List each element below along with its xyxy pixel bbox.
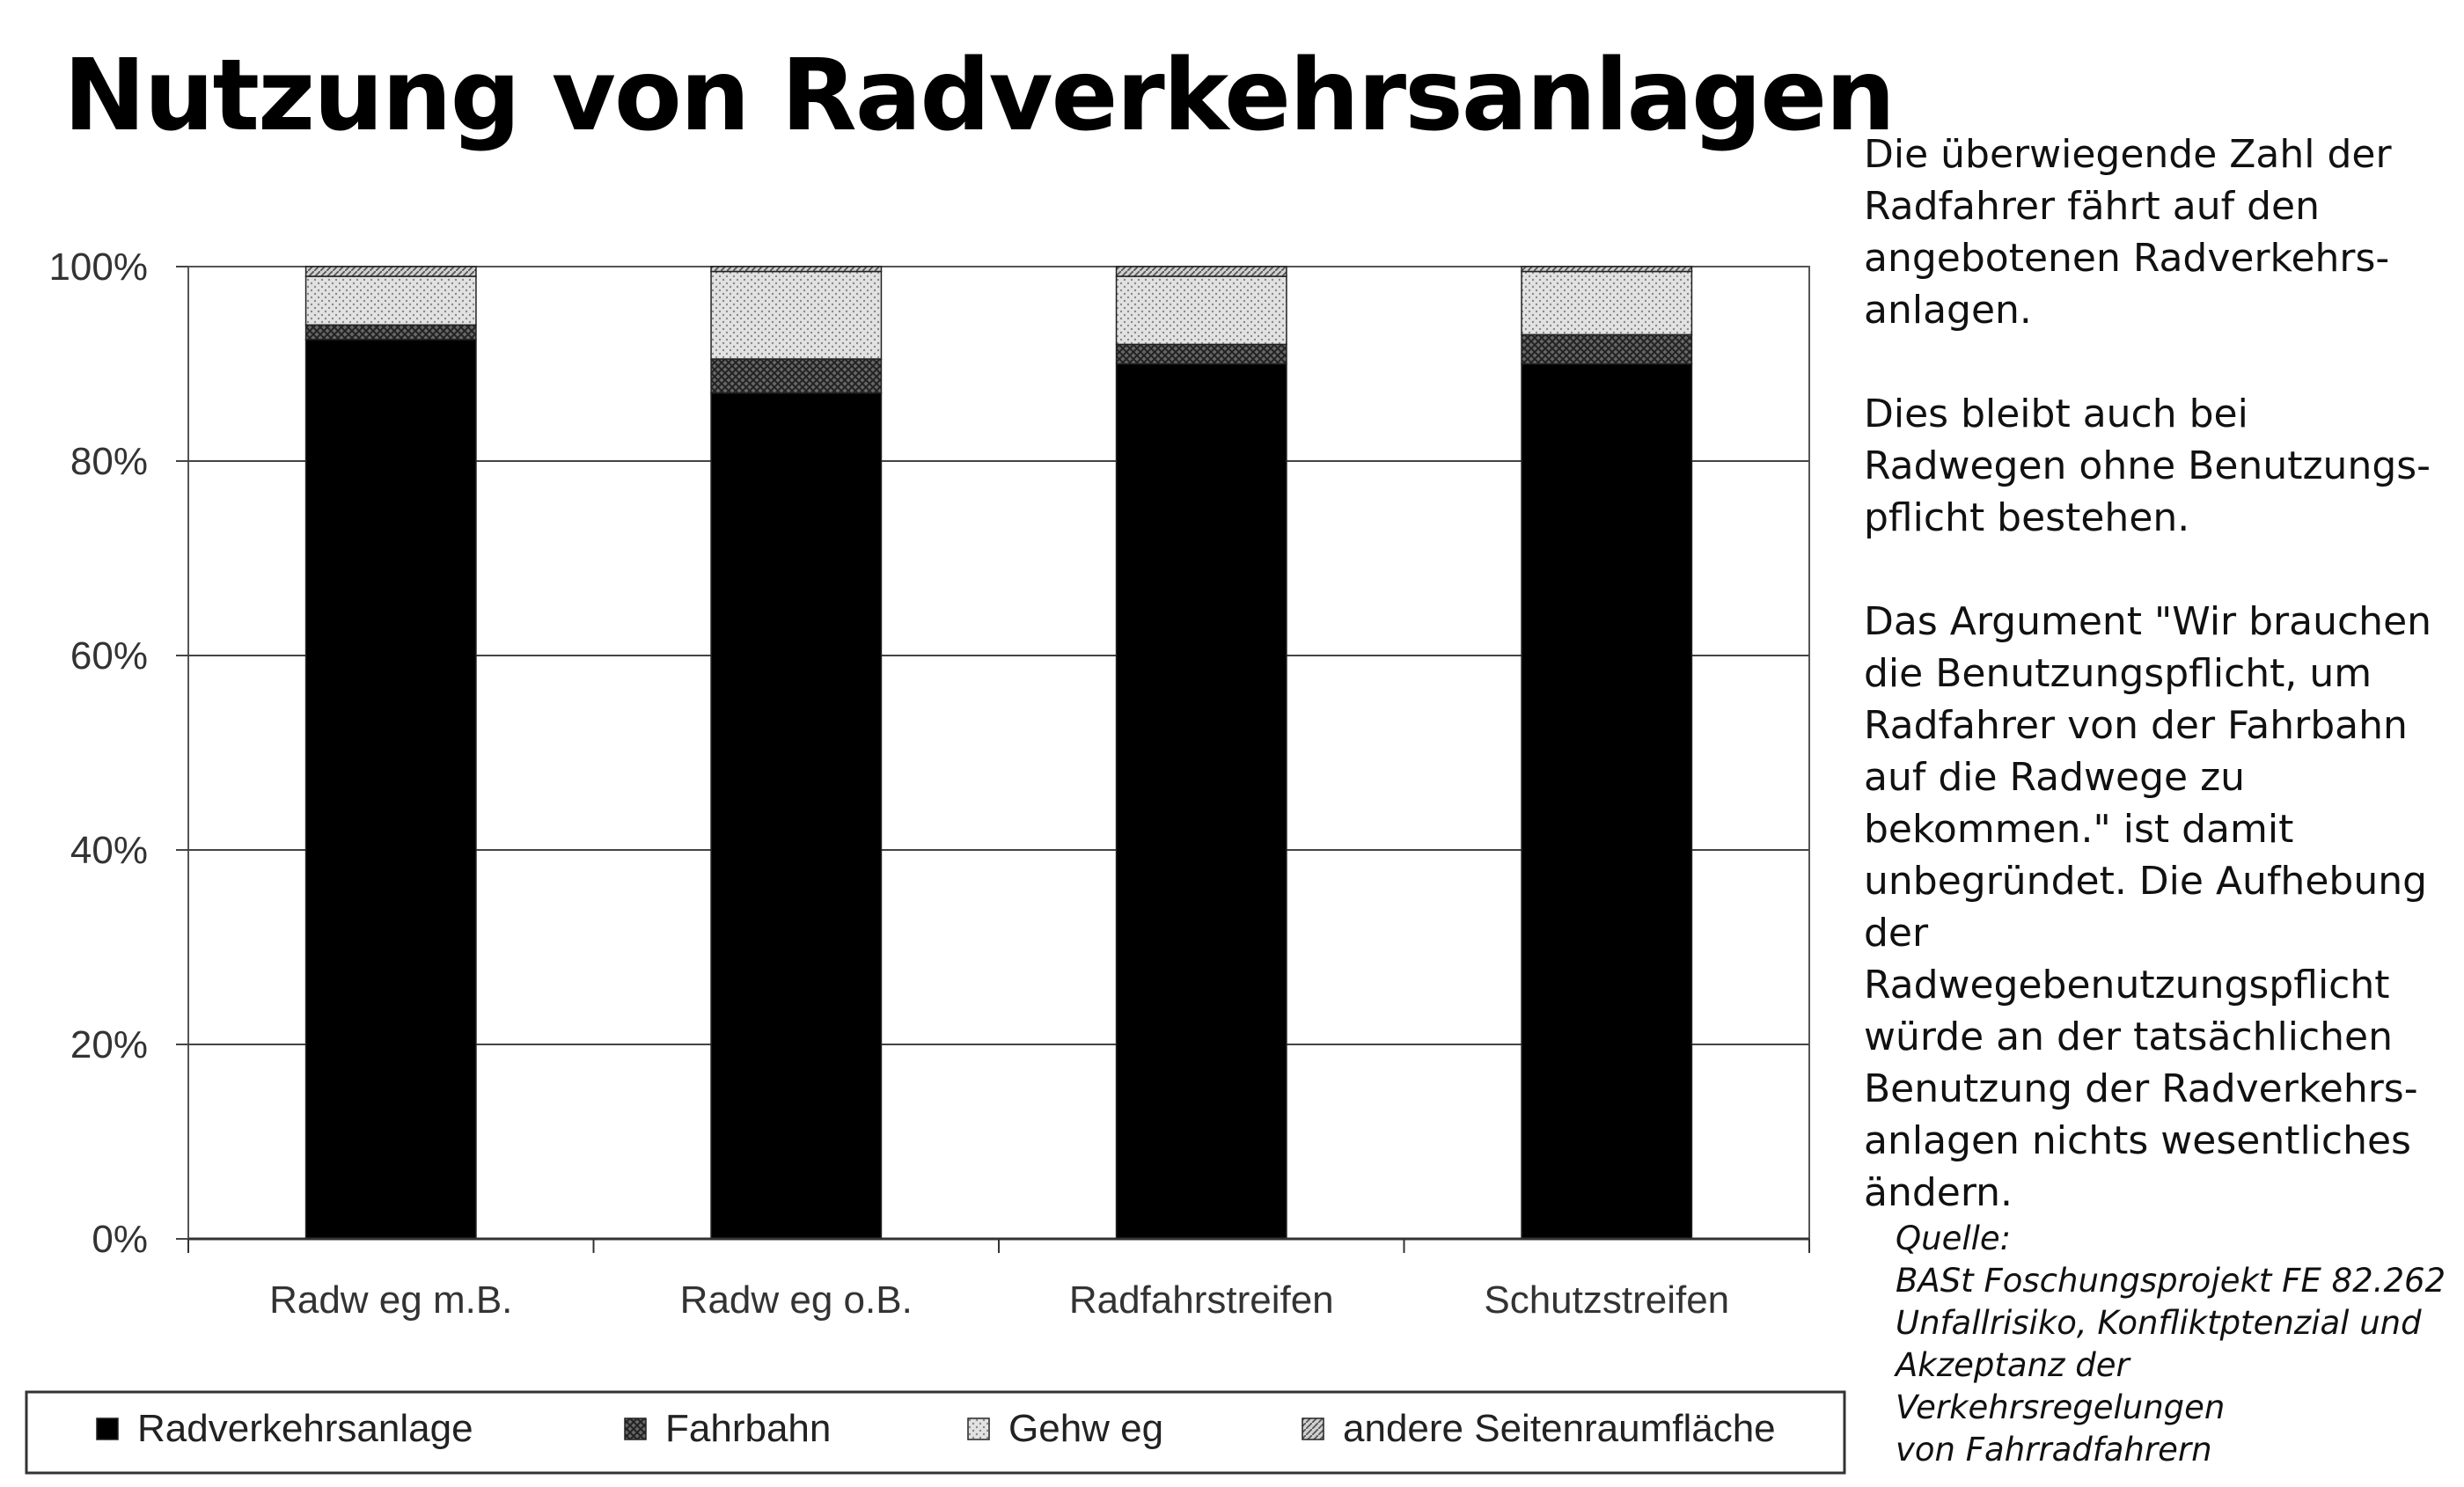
bar-segment-2 [304, 324, 477, 341]
bar-segment-3 [1115, 275, 1287, 346]
bar-segment-2 [710, 358, 883, 394]
bar-segment-1 [1521, 363, 1693, 1240]
legend-swatch [96, 1417, 119, 1440]
y-tick-label: 40% [70, 829, 148, 872]
legend-swatch [1302, 1417, 1324, 1440]
bar-segment-1 [304, 339, 477, 1240]
legend-label: Gehw eg [1008, 1407, 1163, 1450]
bar-segment-3 [304, 275, 477, 326]
bar-segment-3 [710, 270, 883, 360]
y-tick-label: 80% [70, 440, 148, 483]
bar-segment-2 [1521, 333, 1693, 365]
source-label: Quelle: [1896, 1220, 2012, 1257]
paragraph-1: Die überwiegende Zahl der Radfahrer fähr… [1864, 132, 2392, 333]
bar-segment-4 [1521, 266, 1693, 273]
legend-swatch [624, 1417, 647, 1440]
y-tick-label: 60% [70, 634, 148, 678]
bar-segment-4 [710, 266, 883, 273]
legend-swatch [967, 1417, 990, 1440]
bar-segment-4 [1115, 266, 1287, 277]
legend-box [25, 1390, 1846, 1475]
paragraph-2: Dies bleibt auch bei Radwegen ohne Benut… [1864, 392, 2431, 540]
paragraph-3: Das Argument "Wir brauchen die Benutzung… [1864, 599, 2432, 1215]
x-category-label: Radw eg m.B. [269, 1278, 512, 1322]
x-category-label: Radfahrstreifen [1069, 1278, 1334, 1322]
bar-segment-3 [1521, 270, 1693, 336]
y-tick-label: 20% [70, 1023, 148, 1066]
x-category-label: Radw eg o.B. [680, 1278, 913, 1322]
bar-segment-2 [1115, 343, 1287, 365]
bar-segment-4 [304, 266, 477, 277]
legend-label: Radverkehrsanlage [137, 1407, 473, 1450]
y-tick-label: 0% [92, 1218, 148, 1261]
y-tick-label: 100% [48, 245, 148, 289]
page-title: Nutzung von Radverkehrsanlagen [63, 39, 1896, 153]
legend-label: Fahrbahn [665, 1407, 831, 1450]
source-text: BASt Foschungsprojekt FE 82.262 Unfallri… [1896, 1262, 2446, 1469]
bar-segment-1 [710, 392, 883, 1240]
x-category-label: Schutzstreifen [1484, 1278, 1729, 1322]
bar-segment-1 [1115, 363, 1287, 1240]
legend-label: andere Seitenraumfläche [1343, 1407, 1776, 1450]
